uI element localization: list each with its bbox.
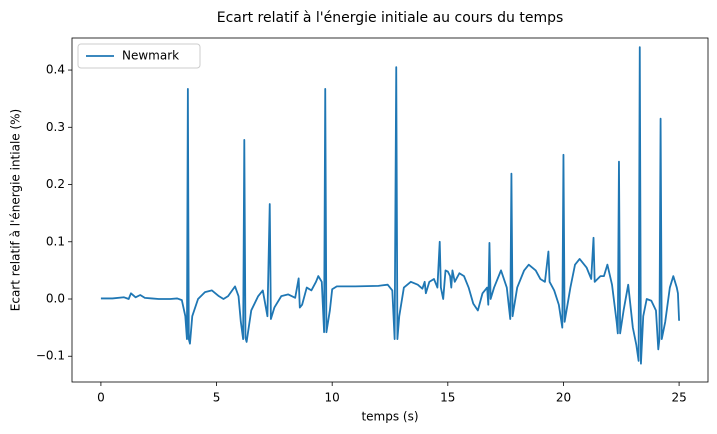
x-tick-label: 25 [671, 391, 686, 405]
plot-frame [71, 37, 709, 383]
x-tick-label: 0 [97, 391, 105, 405]
y-tick-label: 0.4 [46, 63, 65, 77]
data-line [100, 46, 680, 365]
y-tick-label: −0.1 [36, 349, 65, 363]
x-tick-label: 5 [213, 391, 221, 405]
x-tick-label: 10 [325, 391, 340, 405]
x-tick-label: 15 [440, 391, 455, 405]
legend-label: Newmark [122, 49, 179, 63]
y-tick-label: 0.3 [46, 120, 65, 134]
chart-title: Ecart relatif à l'énergie initiale au co… [217, 10, 564, 26]
legend-box [77, 43, 201, 69]
x-tick-label: 20 [556, 391, 571, 405]
y-tick-label: 0.0 [46, 292, 65, 306]
y-tick-label: 0.1 [46, 234, 65, 248]
y-axis-label: Ecart relatif à l'énergie intiale (%) [9, 109, 23, 311]
y-tick-label: 0.2 [46, 177, 65, 191]
x-axis-label: temps (s) [361, 410, 418, 424]
